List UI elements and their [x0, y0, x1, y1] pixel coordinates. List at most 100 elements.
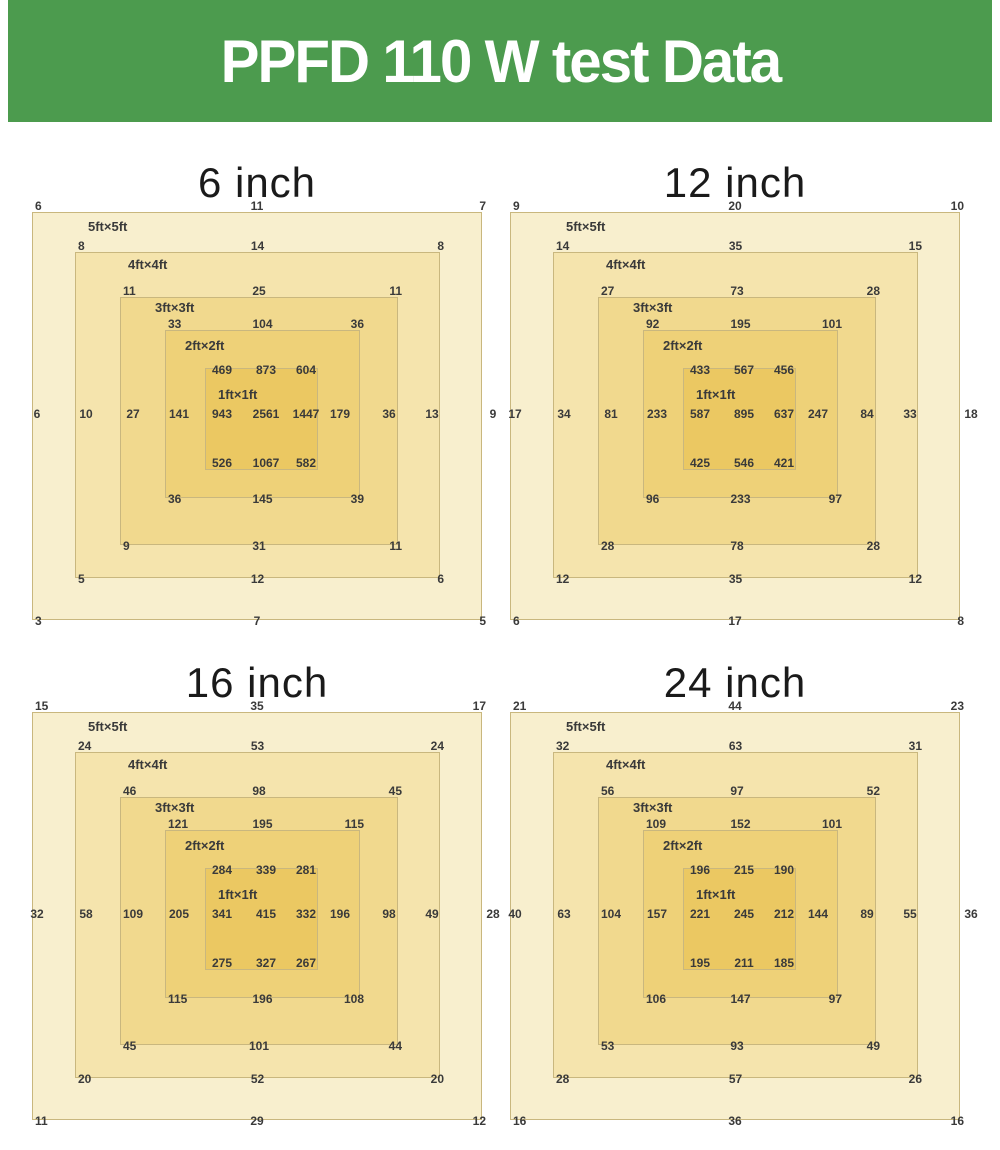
ppfd-value: 5 [479, 614, 486, 628]
ppfd-value: 12 [556, 572, 570, 586]
ppfd-value: 73 [730, 284, 744, 298]
ppfd-value: 12 [908, 572, 922, 586]
ppfd-value: 28 [866, 539, 880, 553]
ppfd-value: 84 [860, 407, 874, 421]
inner-grid-value: 567 [733, 363, 755, 377]
inner-grid-value: 212 [773, 907, 795, 921]
ppfd-value: 196 [329, 907, 351, 921]
ppfd-value: 195 [252, 817, 273, 831]
inner-grid-value: 245 [733, 907, 755, 921]
ppfd-value: 109 [122, 907, 144, 921]
ppfd-value: 141 [168, 407, 190, 421]
inner-grid-value: 582 [295, 456, 317, 470]
ppfd-value: 15 [35, 699, 49, 713]
ppfd-value: 36 [382, 407, 396, 421]
inner-grid-value: 332 [295, 907, 317, 921]
ppfd-value: 11 [389, 284, 402, 298]
ppfd-value: 36 [350, 317, 364, 331]
ppfd-value: 56 [601, 784, 615, 798]
inner-grid-value: 421 [773, 456, 795, 470]
inner-grid-value: 221 [689, 907, 711, 921]
ppfd-value: 25 [252, 284, 266, 298]
ring-label: 2ft×2ft [185, 338, 225, 353]
inner-grid-value: 526 [211, 456, 233, 470]
ppfd-value: 3 [35, 614, 42, 628]
ppfd-value: 13 [425, 407, 439, 421]
ppfd-value: 28 [486, 907, 500, 921]
inner-grid-value: 637 [773, 407, 795, 421]
ppfd-value: 63 [557, 907, 571, 921]
panel-title: 12 inch [663, 159, 807, 206]
ppfd-value: 152 [730, 817, 751, 831]
ppfd-value: 101 [248, 1039, 270, 1053]
ring-label: 3ft×3ft [633, 300, 673, 315]
inner-grid-value: 327 [255, 956, 277, 970]
inner-grid-value: 587 [689, 407, 711, 421]
square-1ftx1ft [683, 368, 796, 470]
ppfd-value: 145 [252, 492, 273, 506]
ppfd-value: 157 [646, 907, 668, 921]
ppfd-value: 35 [728, 239, 743, 253]
inner-grid-value: 1447 [292, 407, 320, 421]
square-1ftx1ft [205, 868, 318, 970]
ppfd-value: 24 [430, 739, 444, 753]
ring-label: 5ft×5ft [566, 719, 606, 734]
ring-label: 3ft×3ft [155, 800, 195, 815]
ppfd-value: 12 [250, 572, 265, 586]
ppfd-value: 27 [601, 284, 615, 298]
ppfd-value: 97 [828, 992, 842, 1006]
ppfd-value: 12 [472, 1114, 486, 1128]
inner-grid-value: 281 [295, 863, 317, 877]
ppfd-value: 121 [168, 817, 189, 831]
ppfd-value: 33 [168, 317, 182, 331]
ppfd-value: 36 [168, 492, 182, 506]
ppfd-value: 5 [78, 572, 85, 586]
ppfd-value: 52 [250, 1072, 265, 1086]
ppfd-value: 109 [646, 817, 667, 831]
ppfd-value: 36 [728, 1114, 742, 1128]
ppfd-value: 195 [730, 317, 751, 331]
ring-label: 4ft×4ft [128, 757, 168, 772]
ppfd-value: 6 [437, 572, 444, 586]
inner-grid-value: 469 [211, 363, 233, 377]
ppfd-value: 35 [250, 699, 264, 713]
ppfd-value: 21 [513, 699, 527, 713]
ppfd-value: 101 [821, 317, 842, 331]
inner-grid-value: 215 [733, 863, 755, 877]
ring-label: 2ft×2ft [185, 838, 225, 853]
ppfd-value: 32 [30, 907, 44, 921]
ring-label: 3ft×3ft [155, 300, 195, 315]
ppfd-value: 17 [508, 407, 522, 421]
ppfd-value: 46 [123, 784, 137, 798]
ppfd-value: 20 [78, 1072, 92, 1086]
ppfd-value: 24 [78, 739, 92, 753]
ppfd-value: 16 [950, 1114, 964, 1128]
ppfd-value: 98 [252, 784, 266, 798]
ppfd-value: 39 [350, 492, 364, 506]
ppfd-value: 49 [866, 1039, 880, 1053]
inner-grid-value: 433 [689, 363, 711, 377]
panel-title: 6 inch [197, 159, 317, 206]
ppfd-value: 9 [513, 199, 520, 213]
ring-label: 5ft×5ft [566, 219, 606, 234]
panel-12-inch: 12 inch 9 20 10 17 18 6 17 8 5ft×5ft 14 35 15 34 33 12 3… [478, 150, 978, 650]
ppfd-value: 32 [556, 739, 570, 753]
inner-grid-value: 185 [773, 956, 795, 970]
ppfd-value: 20 [728, 199, 742, 213]
inner-grid-value: 339 [255, 863, 277, 877]
ppfd-value: 31 [908, 739, 922, 753]
ppfd-value: 34 [557, 407, 571, 421]
inner-grid-value: 546 [733, 456, 755, 470]
inner-grid-value: 284 [211, 863, 233, 877]
ppfd-value: 89 [860, 907, 874, 921]
ppfd-value: 33 [903, 407, 917, 421]
ppfd-value: 44 [728, 699, 742, 713]
ppfd-value: 36 [964, 907, 978, 921]
ppfd-value: 27 [126, 407, 140, 421]
ppfd-value: 7 [253, 614, 261, 628]
ppfd-value: 11 [35, 1114, 48, 1128]
ppfd-value: 11 [250, 199, 264, 213]
ppfd-value: 205 [168, 907, 190, 921]
ppfd-value: 16 [513, 1114, 527, 1128]
ppfd-value: 104 [600, 907, 622, 921]
